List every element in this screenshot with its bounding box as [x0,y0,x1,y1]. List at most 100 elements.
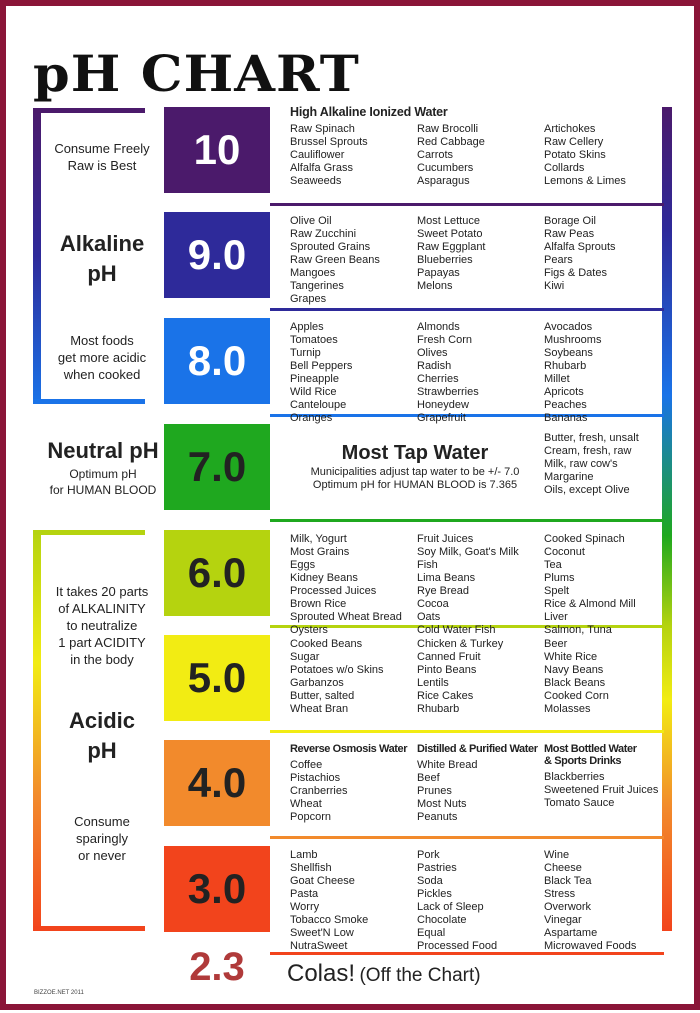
food-item: Cooked Corn [544,690,609,702]
food-item: Raw Green Beans [290,254,380,266]
food-item: Rhubarb [417,703,460,715]
food-item: Wine [544,849,570,861]
food-item: Alfalfa Sprouts [544,241,616,253]
tap-water-line: Optimum pH for HUMAN BLOOD is 7.365 [312,479,518,491]
label-line: Acidic [68,708,136,733]
food-column: Cooked Beans Sugar Potatoes w/o Skins Garba… [290,638,417,716]
food-item: Oysters [290,624,328,636]
food-item: Soy Milk, Goat's Milk [417,546,519,558]
off-chart-note: (Off the Chart) [359,965,481,986]
alkaline-bracket [33,108,41,404]
food-column: Pork Pastries Soda Pickles Lack of Sleep Choc… [417,849,544,953]
food-item: Processed Juices [290,585,377,597]
food-item: Apricots [544,386,584,398]
food-item: Aspartame [544,927,598,939]
food-item: Cooked Spinach [544,533,625,545]
food-item: Oats [417,611,441,623]
column-heading: Reverse Osmosis Water [290,743,408,755]
food-item: Almonds [417,321,460,333]
note-line: sparingly [75,831,129,846]
food-column: Olive Oil Raw Zucchini Sprouted Grains Raw … [290,215,417,306]
food-item: White Rice [544,651,598,663]
food-item: Avocados [544,321,593,333]
food-item: Butter, salted [290,690,355,702]
food-item: Olives [417,347,448,359]
food-item: Rye Bread [417,585,469,597]
food-column: Most Bottled Water & Sports Drinks Blackb… [544,743,671,810]
food-column: Most Lettuce Sweet Potato Raw Eggplant Blue… [417,215,544,293]
food-item: Tomatoes [290,334,338,346]
note-line: of ALKALINITY [58,601,146,616]
note-line: Consume [74,814,130,829]
food-item: Borage Oil [544,215,596,227]
cooked-note: Most foods get more acidic when cooked [40,332,164,383]
food-item: Bell Peppers [290,360,353,372]
off-chart-label: Colas! (Off the Chart) [287,960,481,988]
food-item: Shellfish [290,862,332,874]
food-item: Lamb [290,849,318,861]
food-item: Raw Zucchini [290,228,357,240]
note-line: 1 part ACIDITY [58,635,146,650]
food-item: Milk, raw cow's [544,458,618,470]
food-item: Most Lettuce [417,215,480,227]
food-item: Garbanzos [290,677,344,689]
food-item: Raw Spinach [290,123,355,135]
note-line: Most foods [70,333,134,348]
ph-gradient-bar [662,107,672,931]
food-item: Grapes [290,293,327,305]
food-item: Vinegar [544,914,582,926]
ph-box-9-0: 9.0 [164,212,270,298]
food-item: Mangoes [290,267,336,279]
food-item: Black Tea [544,875,592,887]
food-item: Radish [417,360,452,372]
ph-box-4-0: 4.0 [164,740,270,826]
food-item: Liver [544,611,568,623]
food-item: Blueberries [417,254,473,266]
food-item: Worry [290,901,320,913]
food-item: Overwork [544,901,592,913]
level-separator [270,836,664,839]
label-line: Neutral pH [47,438,159,463]
level-separator [270,308,664,311]
food-column: Cooked Spinach Coconut Tea Plums Spelt Rice &… [544,533,671,637]
food-item: Molasses [544,703,591,715]
ph-box-7-0: 7.0 [164,424,270,510]
food-item: Lima Beans [417,572,476,584]
food-item: Cooked Beans [290,638,363,650]
tap-water-block: Most Tap Water Municipalities adjust tap … [290,440,540,492]
alkaline-bracket-bottom [33,399,145,404]
food-item: Sugar [290,651,320,663]
food-item: Plums [544,572,575,584]
food-item: Cherries [417,373,459,385]
ph-box-6-0: 6.0 [164,530,270,616]
note-line: get more acidic [57,350,147,365]
food-item: Pastries [417,862,457,874]
consume-sparingly-note: Consume sparingly or never [40,813,164,864]
food-column: Distilled & Purified Water White Bread Bee… [417,743,544,824]
food-item: Pork [417,849,440,861]
food-item: Pistachios [290,772,341,784]
ph-box-3-0: 3.0 [164,846,270,932]
food-item: Pasta [290,888,319,900]
food-column: Reverse Osmosis Water Coffee Pistachios Cra… [290,743,417,824]
food-item: Red Cabbage [417,136,485,148]
food-item: Peaches [544,399,587,411]
food-item: Sweet Potato [417,228,483,240]
food-item: Coconut [544,546,585,558]
food-item: Millet [544,373,570,385]
level-separator [270,203,664,206]
food-item: Lentils [417,677,449,689]
consume-freely-note: Consume Freely Raw is Best [40,140,164,174]
food-item: Milk, Yogurt [290,533,347,545]
food-item: Beef [417,772,440,784]
alkaline-label: Alkaline pH [40,229,164,289]
label-line: Alkaline [59,231,145,256]
food-item: Raw Peas [544,228,595,240]
level-separator [270,519,664,522]
food-column: Wine Cheese Black Tea Stress Overwork Vinegar… [544,849,671,953]
neutralize-note: It takes 20 parts of ALKALINITY to neutral… [40,583,164,668]
food-item: Cauliflower [290,149,345,161]
food-item: Cold Water Fish [417,624,496,636]
food-list-10: High Alkaline Ionized Water Raw Spinach Br… [290,106,662,188]
